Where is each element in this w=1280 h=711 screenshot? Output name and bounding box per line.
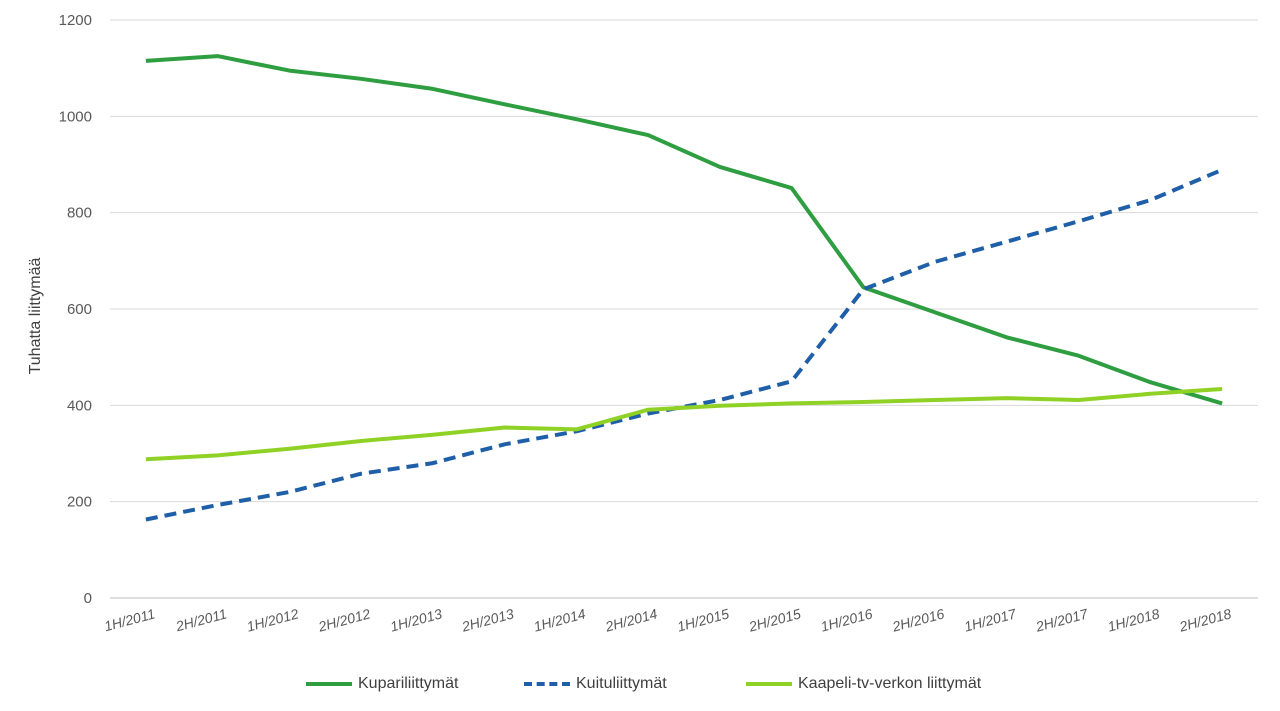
series-line-1 — [145, 54, 1223, 406]
x-tick-label: 1H/2012 — [245, 605, 300, 634]
x-tick-label: 1H/2011 — [102, 605, 156, 634]
y-tick-label: 800 — [67, 205, 92, 222]
legend-label: Kuituliittymät — [576, 675, 667, 692]
y-tick-label: 0 — [84, 590, 92, 607]
x-tick-label: 2H/2015 — [746, 605, 802, 634]
x-tick-label: 2H/2011 — [173, 605, 228, 634]
x-tick-label: 2H/2012 — [316, 605, 372, 634]
x-tick-label: 1H/2016 — [819, 605, 874, 634]
legend-swatch — [306, 682, 352, 686]
y-tick-label: 1200 — [59, 12, 92, 29]
y-tick-label: 600 — [67, 301, 92, 318]
legend-swatch — [524, 682, 570, 686]
y-tick-label: 200 — [67, 494, 92, 511]
x-tick-label: 2H/2017 — [1033, 605, 1090, 635]
legend-label: Kupariliittymät — [358, 675, 459, 692]
x-tick-label: 1H/2014 — [532, 605, 587, 634]
y-axis-label: Tuhatta liittymää — [27, 258, 44, 375]
x-tick-label: 1H/2015 — [675, 605, 730, 634]
gridlines — [110, 19, 1258, 599]
legend-item: Kaapeli-tv-verkon liittymät — [746, 672, 981, 696]
x-tick-label: 2H/2014 — [603, 605, 659, 634]
x-tick-label: 2H/2018 — [1177, 605, 1233, 634]
legend-label: Kaapeli-tv-verkon liittymät — [798, 675, 982, 692]
x-tick-label: 1H/2017 — [962, 605, 1018, 634]
x-tick-label: 1H/2013 — [388, 605, 443, 634]
x-axis-ticks: 1H/2011 2H/2011 1H/2012 2H/2012 1H/2013 2H/20… — [102, 605, 1233, 635]
x-tick-label: 1H/2018 — [1106, 605, 1161, 634]
x-tick-label: 2H/2013 — [459, 605, 515, 634]
y-tick-label: 400 — [67, 397, 92, 414]
legend-swatch — [746, 682, 792, 686]
series-lines — [145, 54, 1223, 522]
legend-item: Kuituliittymät — [524, 672, 667, 696]
legend: Kupariliittymät Kuituliittymät Kaapeli-tv-… — [0, 668, 1280, 700]
series-line-3 — [145, 387, 1223, 462]
x-tick-label: 2H/2016 — [890, 605, 946, 634]
legend-item: Kupariliittymät — [306, 672, 458, 696]
y-axis-ticks: 0 200 400 600 800 1000 1200 — [59, 12, 92, 607]
y-tick-label: 1000 — [59, 108, 92, 125]
series-line-2 — [145, 167, 1223, 522]
